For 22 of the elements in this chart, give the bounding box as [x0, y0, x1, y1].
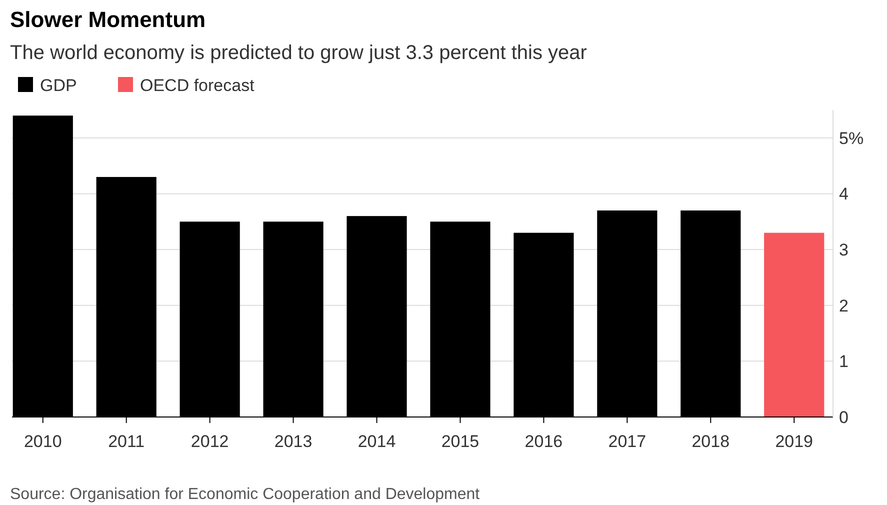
x-tick-label: 2011 [108, 432, 145, 451]
bar [764, 232, 824, 417]
x-tick-label: 2018 [692, 432, 730, 451]
legend-label: OECD forecast [140, 76, 255, 95]
y-tick-label: 4 [839, 184, 848, 204]
y-tick-label: 0 [839, 408, 848, 427]
x-tick-label: 2013 [274, 432, 312, 451]
y-tick-label: 2 [839, 296, 848, 316]
x-tick-label: 2012 [190, 432, 229, 451]
y-tick-label: 3 [839, 240, 848, 260]
x-tick-label: 2019 [775, 432, 814, 451]
x-tick-label: 2017 [608, 432, 646, 451]
chart-title: Slower Momentum [10, 7, 206, 32]
x-tick-label: 2016 [524, 432, 563, 451]
x-tick-label: 2010 [24, 432, 62, 451]
chart-subtitle: The world economy is predicted to grow just 3.3 percent this year [10, 42, 588, 64]
legend-label: GDP [40, 76, 77, 95]
x-tick-label: 2015 [441, 432, 480, 451]
y-tick-label: 1 [839, 352, 848, 372]
y-tick-label: 5% [839, 128, 864, 148]
source-note: Source: Organisation for Economic Cooperation and Development [10, 486, 480, 503]
x-tick-label: 2014 [358, 432, 396, 451]
